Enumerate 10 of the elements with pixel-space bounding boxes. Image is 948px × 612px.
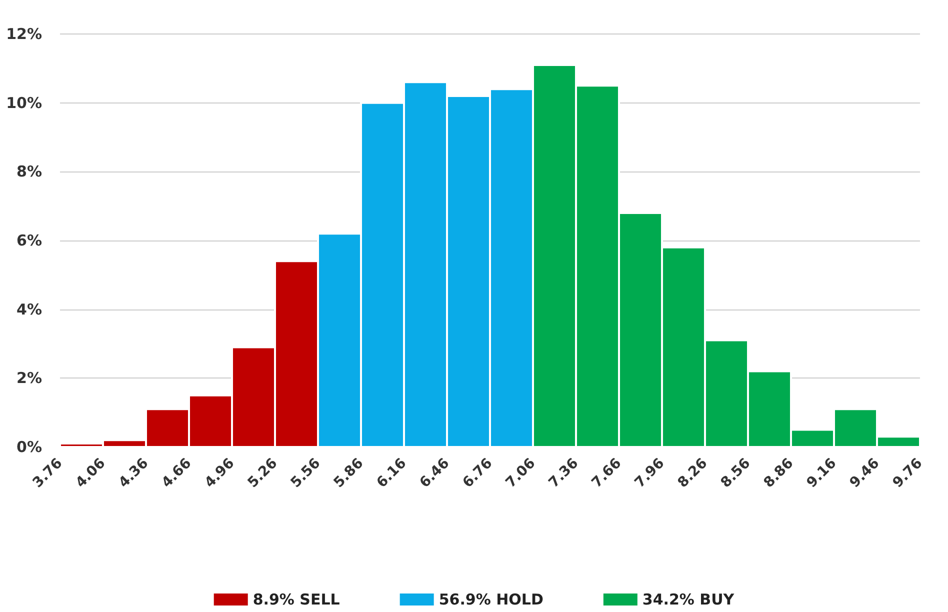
y-tick-label: 12% [6,25,42,43]
y-tick-label: 8% [16,162,42,181]
legend-label: 8.9% SELL [252,590,340,608]
y-tick-label: 4% [16,300,42,318]
y-tick-label: 6% [16,232,42,250]
y-tick-label: 2% [16,369,42,388]
y-tick-label: 10% [6,94,42,112]
legend-label: 34.2% BUY [642,590,736,608]
legend-label: 56.9% HOLD [438,590,544,608]
y-tick-label: 0% [16,438,42,456]
